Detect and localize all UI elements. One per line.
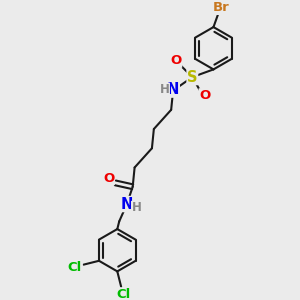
- Text: Cl: Cl: [116, 288, 130, 300]
- Text: Br: Br: [213, 1, 230, 14]
- Text: N: N: [167, 82, 179, 97]
- Text: O: O: [103, 172, 114, 184]
- Text: H: H: [160, 83, 170, 96]
- Text: Cl: Cl: [68, 261, 82, 274]
- Text: H: H: [132, 201, 142, 214]
- Text: O: O: [199, 89, 210, 102]
- Text: O: O: [170, 54, 182, 67]
- Text: N: N: [121, 196, 133, 211]
- Text: S: S: [187, 70, 198, 85]
